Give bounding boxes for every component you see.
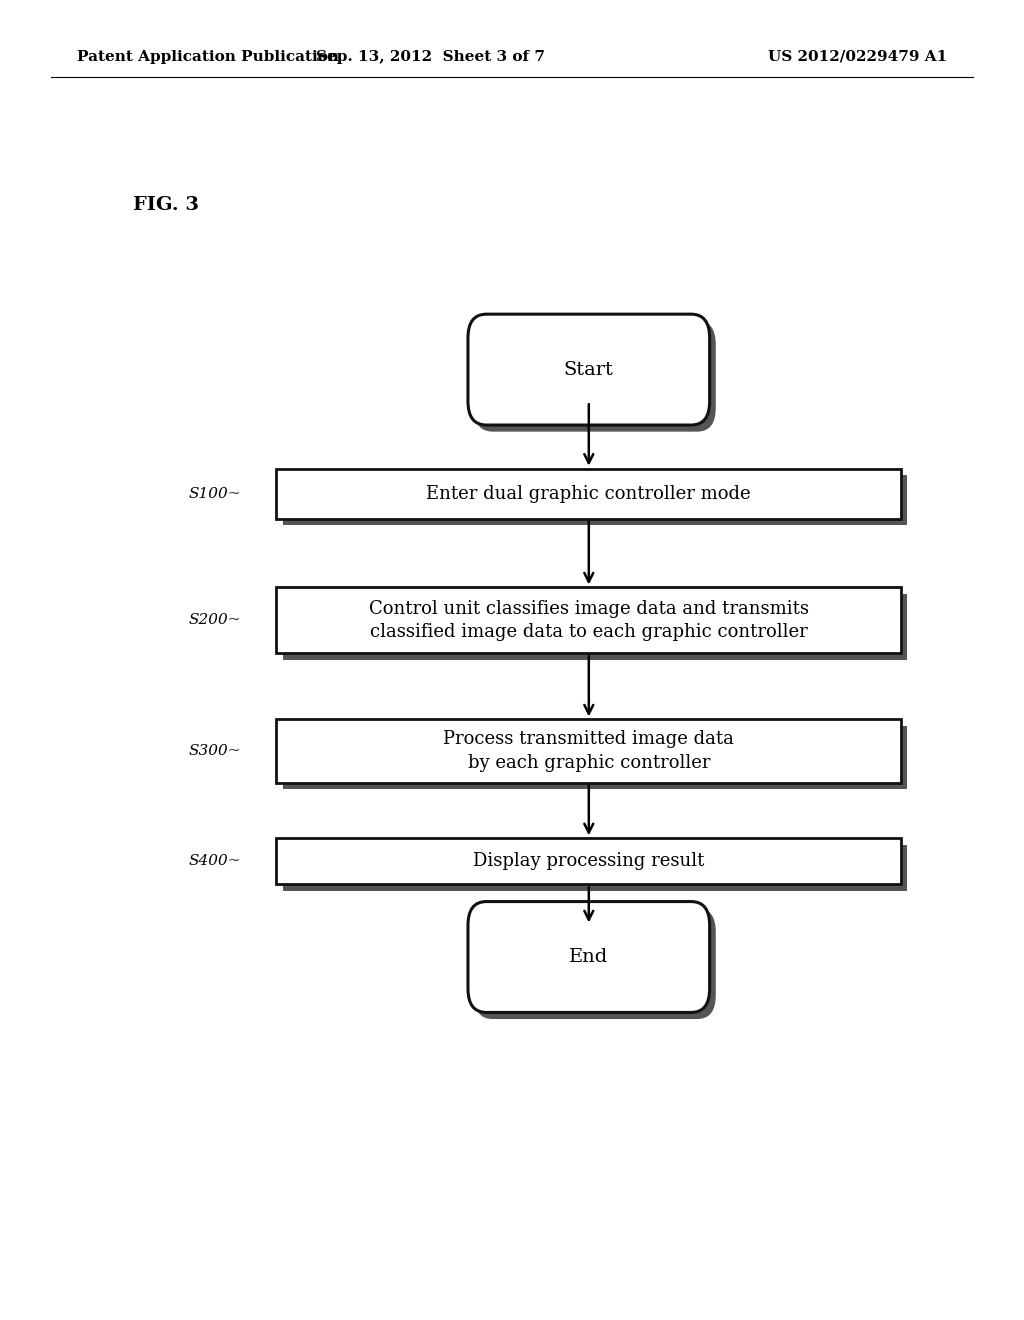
- Text: Start: Start: [564, 360, 613, 379]
- FancyBboxPatch shape: [468, 902, 710, 1012]
- Bar: [283, 726, 907, 789]
- Text: Process transmitted image data
by each graphic controller: Process transmitted image data by each g…: [443, 730, 734, 772]
- Bar: [276, 587, 901, 653]
- Text: S400~: S400~: [188, 854, 241, 869]
- FancyBboxPatch shape: [468, 314, 710, 425]
- Text: Display processing result: Display processing result: [473, 853, 705, 870]
- Text: S100~: S100~: [188, 487, 241, 500]
- Text: US 2012/0229479 A1: US 2012/0229479 A1: [768, 50, 947, 63]
- Text: Enter dual graphic controller mode: Enter dual graphic controller mode: [426, 484, 752, 503]
- FancyBboxPatch shape: [474, 908, 716, 1019]
- Bar: [276, 838, 901, 884]
- Text: Control unit classifies image data and transmits
classified image data to each g: Control unit classifies image data and t…: [369, 599, 809, 642]
- Text: End: End: [569, 948, 608, 966]
- Bar: [276, 469, 901, 519]
- Text: FIG. 3: FIG. 3: [133, 195, 199, 214]
- Bar: [283, 594, 907, 660]
- Text: S300~: S300~: [188, 744, 241, 758]
- FancyBboxPatch shape: [474, 321, 716, 432]
- Bar: [283, 475, 907, 525]
- Bar: [276, 719, 901, 783]
- Text: Patent Application Publication: Patent Application Publication: [77, 50, 339, 63]
- Text: S200~: S200~: [188, 614, 241, 627]
- Text: Sep. 13, 2012  Sheet 3 of 7: Sep. 13, 2012 Sheet 3 of 7: [315, 50, 545, 63]
- Bar: [283, 845, 907, 891]
